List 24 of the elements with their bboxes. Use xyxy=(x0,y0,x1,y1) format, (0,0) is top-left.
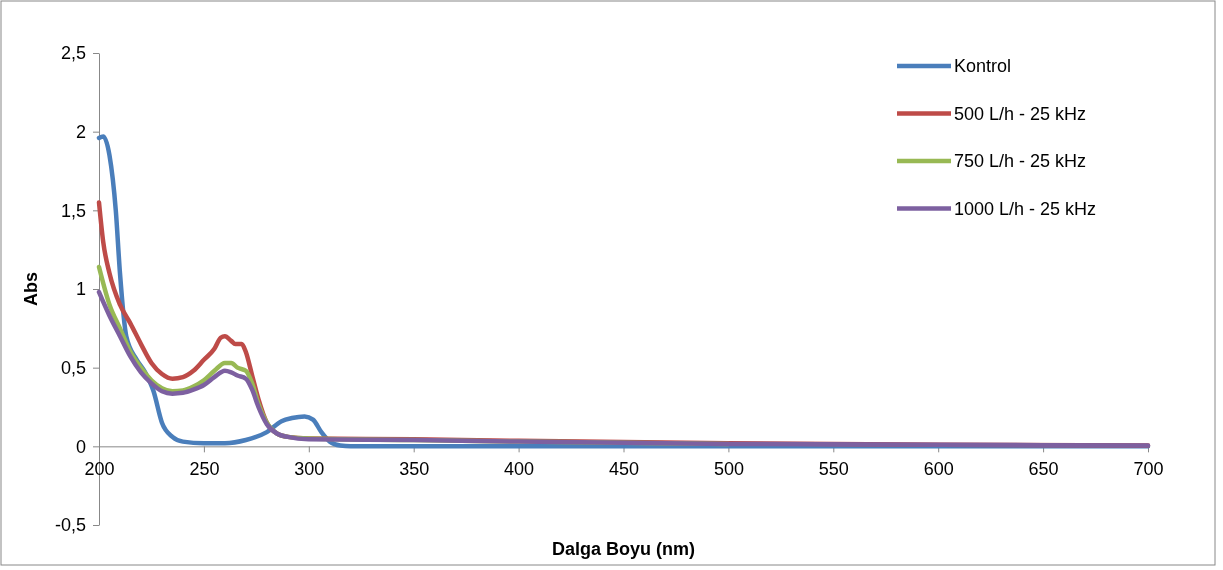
x-tick-label: 400 xyxy=(504,459,535,480)
x-tick-label: 250 xyxy=(189,459,220,480)
x-tick-label: 300 xyxy=(294,459,325,480)
legend-label: 500 L/h - 25 kHz xyxy=(954,103,1087,124)
x-tick-label: 600 xyxy=(923,459,954,480)
x-tick-label: 500 xyxy=(713,459,744,480)
y-tick-label: 0,5 xyxy=(60,357,86,378)
x-tick-label: 450 xyxy=(608,459,640,480)
y-tick-label: -0,5 xyxy=(54,515,86,536)
y-tick-label: 2,5 xyxy=(60,43,86,64)
x-tick-label: 700 xyxy=(1133,459,1164,480)
y-tick-label: 1 xyxy=(75,279,86,300)
x-axis-title: Dalga Boyu (nm) xyxy=(551,539,696,559)
y-axis-title: Abs xyxy=(21,271,41,307)
x-tick-label: 650 xyxy=(1028,459,1059,480)
y-tick-label: 0 xyxy=(75,436,86,457)
x-tick-label: 200 xyxy=(84,459,115,480)
legend-label: Kontrol xyxy=(954,56,1012,77)
x-tick-label: 550 xyxy=(818,459,849,480)
y-tick-label: 1,5 xyxy=(60,200,86,221)
x-tick-label: 350 xyxy=(399,459,430,480)
y-tick-label: 2 xyxy=(75,121,86,142)
legend-label: 1000 L/h - 25 kHz xyxy=(954,198,1097,219)
legend-label: 750 L/h - 25 kHz xyxy=(954,151,1087,172)
